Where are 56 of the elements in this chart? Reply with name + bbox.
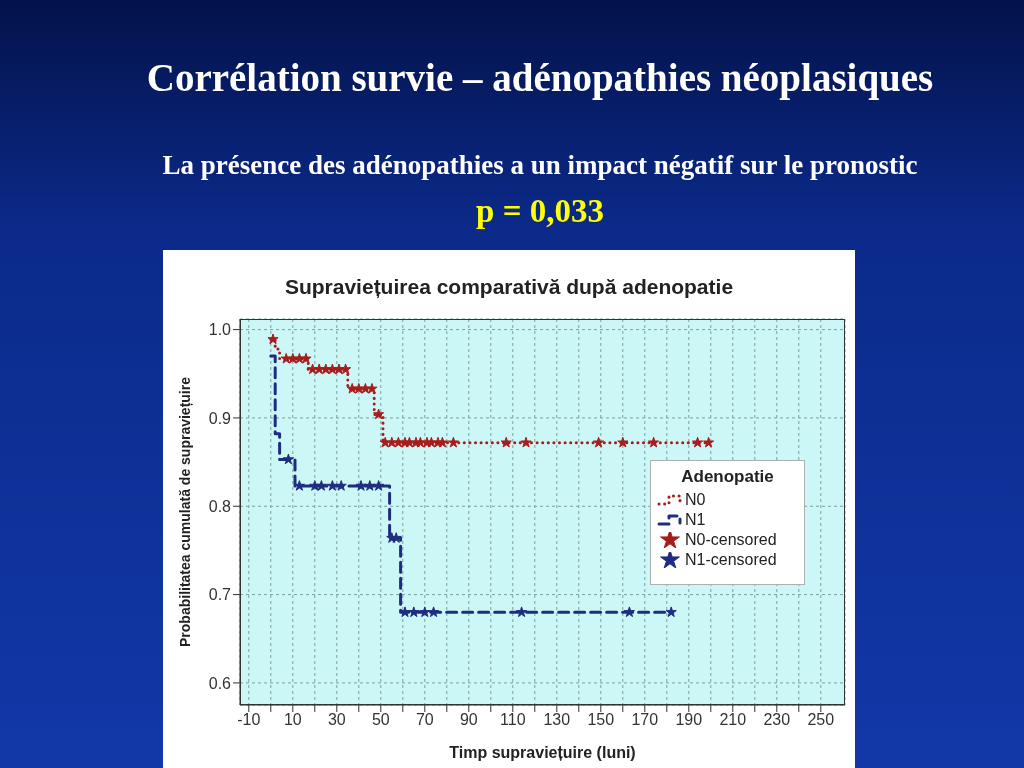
x-axis-title: Timp supraviețuire (luni)	[449, 744, 636, 761]
point	[665, 606, 677, 618]
text: Supraviețuirea comparativă după adenopatie	[283, 275, 735, 299]
x-tick-label: 230	[763, 711, 791, 729]
y-axis-title: Probabilitatea cumulată de supraviețuire	[176, 376, 193, 647]
point	[326, 480, 338, 491]
point	[373, 480, 385, 491]
point	[355, 480, 367, 491]
x-tick-label: 30	[327, 711, 346, 729]
y-tick-label: 0.9	[208, 409, 232, 427]
point	[267, 333, 279, 345]
x-tick-label: 90	[459, 711, 478, 729]
text: p = 0,033	[475, 193, 605, 230]
x-tick-label: 150	[587, 711, 615, 729]
point	[648, 436, 660, 448]
x-tick-label: 250	[807, 711, 835, 729]
x-tick-label: 70	[415, 711, 434, 729]
point	[300, 352, 312, 364]
point	[703, 436, 715, 448]
x-tick-label: -10	[237, 711, 261, 729]
y-tick-label: 0.6	[208, 674, 232, 692]
point	[373, 408, 385, 420]
x-tick-label: 110	[500, 711, 526, 729]
x-tick-label: 130	[543, 711, 571, 729]
point	[692, 436, 704, 448]
point	[364, 480, 376, 491]
y-tick-label: 0.7	[208, 586, 232, 604]
point	[516, 606, 528, 618]
point	[366, 382, 378, 394]
point	[500, 436, 512, 448]
legend-label: N1	[685, 510, 706, 529]
point	[520, 436, 532, 448]
x-tick-label: 210	[719, 711, 747, 729]
point	[419, 606, 431, 618]
legend-title: Adenopatie	[680, 466, 775, 487]
x-tick-label: 170	[631, 711, 659, 729]
point	[282, 453, 294, 465]
point	[447, 436, 459, 448]
x-tick-label: 190	[675, 711, 703, 729]
chart-subtitle: La présence des adénopathies a un impact négatif sur le pronostic	[161, 150, 919, 181]
point	[428, 606, 440, 618]
point	[335, 480, 347, 491]
point	[617, 436, 629, 448]
point	[340, 363, 352, 375]
y-tick-label: 1.0	[208, 321, 232, 339]
x-tick-label: 10	[283, 711, 302, 729]
point	[315, 480, 327, 491]
point	[623, 606, 635, 618]
chart-title: Corrélation survie – adénopathies néoplasiques	[145, 55, 935, 100]
point	[408, 606, 420, 618]
x-tick-label: 50	[371, 711, 390, 729]
y-tick-label: 0.8	[208, 497, 232, 515]
legend-label: N1-censored	[685, 550, 777, 569]
point	[593, 436, 605, 448]
legend-label: N0	[685, 490, 706, 509]
legend-label: N0-censored	[685, 530, 777, 549]
